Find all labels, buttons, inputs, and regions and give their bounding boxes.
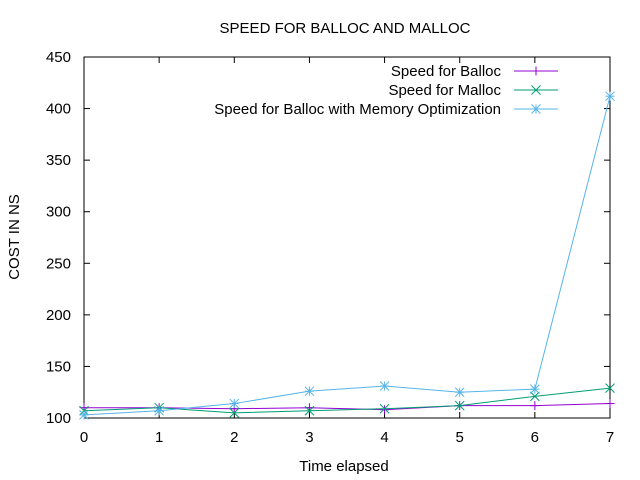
legend-label: Speed for Balloc with Memory Optimizatio… <box>214 101 501 118</box>
y-tick-label: 450 <box>46 49 71 66</box>
legend-label: Speed for Malloc <box>388 82 501 99</box>
data-point <box>229 398 240 409</box>
data-point <box>605 383 615 393</box>
y-tick-label: 100 <box>46 410 71 427</box>
data-point <box>79 410 89 420</box>
data-point <box>454 387 465 398</box>
x-tick-label: 3 <box>305 429 313 446</box>
data-point <box>304 386 315 397</box>
data-point <box>304 405 315 416</box>
x-axis-label: Time elapsed <box>299 458 389 475</box>
x-tick-label: 0 <box>80 429 88 446</box>
y-tick-label: 250 <box>46 255 71 272</box>
data-point <box>605 399 615 409</box>
y-axis-label: COST IN NS <box>6 194 23 280</box>
data-point <box>530 401 540 411</box>
series-line <box>84 403 611 411</box>
data-point <box>380 405 390 415</box>
legend: Speed for Balloc Speed for Malloc Speed fo… <box>214 63 558 118</box>
data-point <box>454 400 465 411</box>
x-axis: 0 1 2 3 4 5 6 7 <box>80 57 614 446</box>
data-point <box>154 405 164 416</box>
x-tick-label: 1 <box>155 429 163 446</box>
x-tick-label: 2 <box>230 429 238 446</box>
x-tick-label: 4 <box>380 429 388 446</box>
data-point <box>379 381 390 391</box>
y-tick-label: 400 <box>46 101 71 118</box>
series-1 <box>79 383 615 418</box>
chart-title: SPEED FOR BALLOC AND MALLOC <box>220 20 471 37</box>
x-tick-label: 5 <box>456 429 464 446</box>
data-point <box>229 407 240 418</box>
data-point <box>605 91 615 102</box>
data-point <box>379 403 390 414</box>
legend-marker <box>531 66 541 76</box>
series-layer <box>79 91 615 420</box>
legend-marker <box>531 85 541 95</box>
series-2 <box>79 91 615 420</box>
x-tick-label: 7 <box>606 429 614 446</box>
y-tick-label: 350 <box>46 152 71 169</box>
data-point <box>530 384 540 394</box>
y-tick-label: 300 <box>46 204 71 221</box>
x-tick-label: 6 <box>531 429 539 446</box>
series-line <box>83 96 611 416</box>
legend-marker <box>531 104 541 114</box>
series-line <box>83 387 611 414</box>
legend-label: Speed for Balloc <box>391 63 502 80</box>
y-tick-label: 200 <box>46 307 71 324</box>
plot-border <box>83 56 611 419</box>
data-point <box>530 391 540 402</box>
y-tick-label: 150 <box>46 358 71 375</box>
